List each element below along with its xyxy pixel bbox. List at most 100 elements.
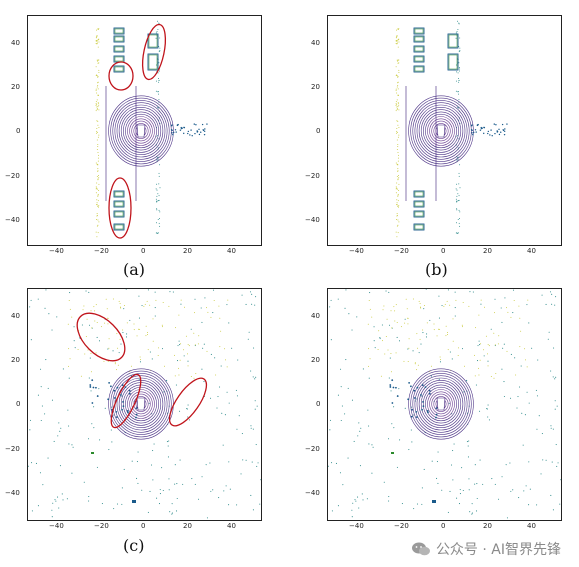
lidar-point: [94, 310, 96, 312]
xtick-a-4: 40: [227, 247, 236, 255]
detection-box: [413, 200, 425, 208]
lidar-point: [97, 188, 99, 190]
lidar-point: [395, 352, 397, 354]
lidar-point: [113, 414, 115, 416]
lidar-point: [96, 86, 98, 88]
xtick-d-4: 40: [527, 522, 536, 530]
scan-ring: [116, 104, 166, 158]
lidar-point: [158, 195, 160, 197]
lidar-point: [201, 476, 203, 478]
lidar-point: [96, 92, 98, 94]
lidar-point: [452, 318, 454, 320]
lidar-point: [423, 308, 425, 310]
lidar-point: [458, 22, 460, 24]
pointcloud-c: [28, 289, 261, 519]
lidar-point: [29, 429, 31, 431]
lidar-point: [456, 156, 458, 158]
lidar-point: [483, 349, 485, 351]
lidar-point: [107, 317, 109, 319]
lidar-point: [390, 390, 392, 392]
lidar-point: [430, 365, 432, 367]
lidar-point: [459, 187, 461, 189]
lidar-point: [68, 443, 70, 445]
lidar-point: [547, 338, 549, 340]
lidar-point: [40, 419, 42, 422]
lidar-point: [368, 377, 370, 379]
lidar-point: [494, 312, 496, 314]
lidar-point: [240, 473, 242, 475]
lidar-point: [358, 422, 360, 424]
lidar-point: [141, 304, 143, 307]
lidar-point: [159, 164, 161, 166]
lidar-point: [383, 305, 385, 307]
lidar-point: [396, 225, 398, 227]
lidar-point: [110, 429, 112, 431]
lidar-point: [396, 109, 398, 111]
ytick-b-1: 20: [311, 83, 320, 91]
xtick-a-0: −40: [49, 247, 64, 255]
lidar-point: [407, 348, 409, 350]
lidar-point: [217, 395, 219, 398]
lidar-point: [359, 430, 361, 432]
lidar-point: [396, 86, 398, 88]
lidar-point: [120, 306, 121, 308]
lidar-point: [225, 359, 227, 361]
lidar-point: [67, 409, 69, 411]
lidar-point: [107, 361, 109, 363]
lidar-point: [98, 154, 100, 156]
lidar-point: [226, 366, 228, 368]
lidar-point: [503, 395, 505, 398]
lidar-point: [483, 126, 485, 129]
lidar-point: [396, 76, 398, 78]
lidar-point: [195, 372, 197, 374]
lidar-point: [465, 380, 467, 382]
lidar-point: [255, 296, 257, 298]
lidar-point: [126, 322, 128, 324]
ytick-b-4: −40: [305, 216, 320, 224]
lidar-point: [550, 425, 552, 427]
xtick-a-1: −20: [94, 247, 109, 255]
lidar-point: [98, 62, 100, 64]
lidar-point: [96, 36, 98, 38]
lidar-point: [109, 385, 112, 388]
lidar-point: [116, 386, 119, 389]
lidar-point: [542, 459, 544, 461]
lidar-point: [498, 128, 500, 131]
lidar-point: [44, 307, 46, 309]
xtick-b-3: 20: [483, 247, 492, 255]
ytick-c-2: 0: [16, 400, 21, 408]
detection-box-inner: [414, 66, 424, 72]
lidar-point: [441, 489, 443, 491]
lidar-point: [471, 503, 473, 505]
lidar-point: [503, 130, 506, 132]
lidar-point: [115, 416, 118, 418]
lidar-point: [422, 332, 424, 334]
lidar-point: [149, 304, 151, 306]
lidar-point: [97, 39, 99, 41]
lidar-point: [97, 214, 99, 216]
lidar-point: [250, 425, 252, 427]
lidar-point: [228, 504, 230, 506]
lidar-point: [28, 465, 29, 467]
lidar-point: [95, 37, 97, 39]
lidar-point: [456, 209, 458, 211]
lidar-point: [528, 402, 530, 404]
lidar-point: [536, 428, 538, 430]
lidar-point: [51, 516, 53, 518]
lidar-point: [253, 347, 255, 349]
lidar-point: [396, 187, 398, 189]
lidar-point: [97, 168, 99, 170]
lidar-point: [541, 432, 543, 435]
lidar-point: [241, 294, 243, 296]
lidar-point: [479, 459, 481, 461]
lidar-point: [398, 59, 400, 61]
lidar-point: [178, 314, 180, 316]
lidar-point: [194, 132, 196, 135]
lidar-point: [39, 368, 42, 370]
lidar-point: [104, 322, 106, 324]
lidar-point: [198, 335, 200, 337]
lidar-point: [480, 126, 482, 129]
lidar-point: [156, 159, 158, 161]
lidar-point: [397, 194, 399, 196]
lidar-point: [113, 397, 116, 399]
